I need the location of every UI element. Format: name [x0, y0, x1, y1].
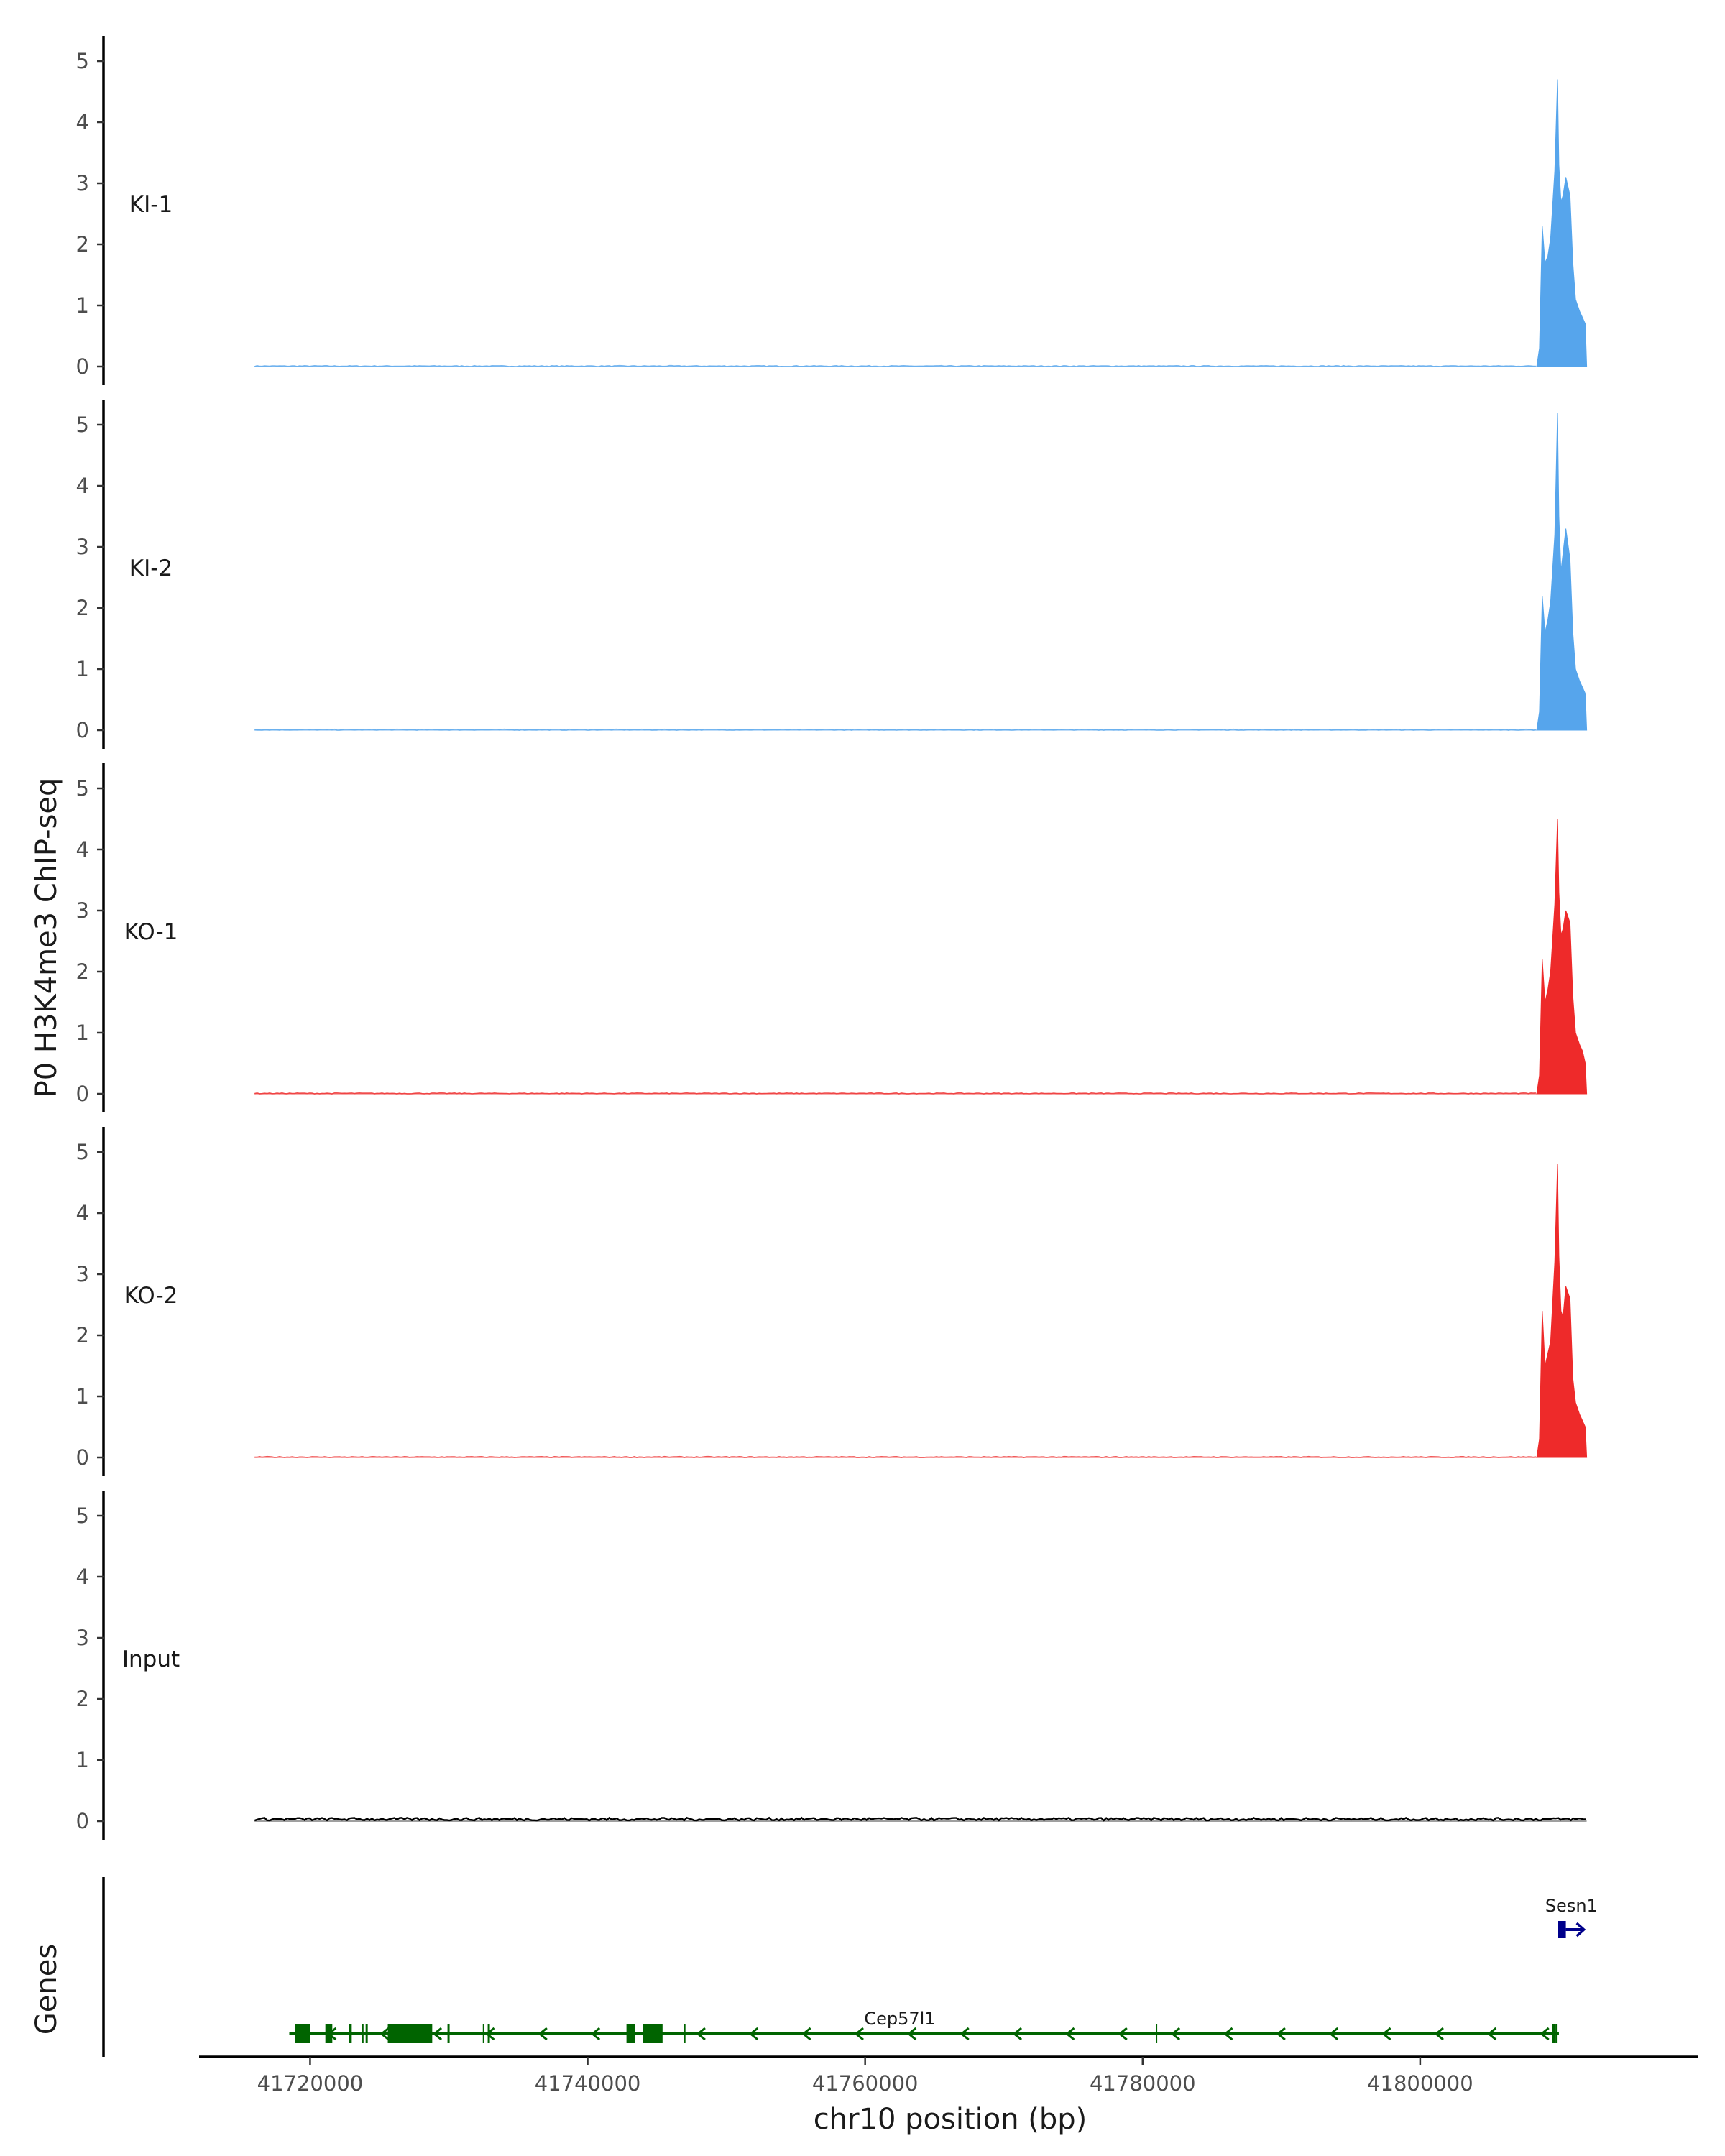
y-tick-label: 3 — [76, 898, 89, 923]
gene-exon — [325, 2024, 333, 2043]
y-tick-label: 1 — [76, 1384, 89, 1409]
strand-arrow — [1381, 2027, 1392, 2041]
strand-arrow — [1170, 2027, 1181, 2041]
strand-arrow — [906, 2027, 917, 2041]
strand-arrow — [696, 2027, 706, 2041]
y-tick-label: 4 — [76, 474, 89, 498]
track-ki-1: 0 1 2 3 4 5 KI-1 — [76, 36, 1588, 385]
y-tick-label: 2 — [76, 959, 89, 984]
gene-label: Cep57l1 — [864, 2009, 935, 2029]
gene-exon — [295, 2024, 310, 2043]
y-tick-label: 4 — [76, 837, 89, 862]
x-tick-label: 41760000 — [812, 2071, 919, 2096]
x-tick-label: 41780000 — [1090, 2071, 1196, 2096]
gene-sesn1: Sesn1 — [1545, 1896, 1598, 1938]
y-tick-label: 1 — [76, 293, 89, 318]
track-label: KO-1 — [124, 919, 178, 945]
y-tick-label: 4 — [76, 1565, 89, 1589]
y-tick-label: 0 — [76, 1809, 89, 1833]
y-tick-label: 5 — [76, 776, 89, 801]
y-tick-label: 3 — [76, 171, 89, 195]
strand-arrow — [748, 2027, 759, 2041]
strand-arrow — [1118, 2027, 1128, 2041]
peak-area — [1536, 79, 1588, 367]
y-tick-label: 2 — [76, 1687, 89, 1711]
y-tick-label: 2 — [76, 1323, 89, 1348]
y-tick-label: 5 — [76, 1140, 89, 1164]
peak-area — [1536, 1164, 1588, 1458]
gene-exon — [626, 2024, 635, 2043]
peak-area — [1536, 412, 1588, 731]
strand-arrow — [590, 2027, 601, 2041]
track-label: KI-1 — [129, 192, 172, 218]
peak-area — [1536, 819, 1588, 1095]
gene-exon — [365, 2024, 368, 2043]
track-label: KI-2 — [129, 556, 172, 581]
x-axis-title: chr10 position (bp) — [814, 2103, 1087, 2136]
genes-track-title: Genes — [30, 1944, 63, 2035]
strand-arrow — [432, 2027, 443, 2041]
y-tick-label: 3 — [76, 1262, 89, 1286]
strand-arrow — [538, 2027, 548, 2041]
y-tick-label: 5 — [76, 1503, 89, 1528]
track-ki-2: 0 1 2 3 4 5 KI-2 — [76, 400, 1588, 749]
gene-exon — [1552, 2024, 1555, 2043]
gene-annotation-track: Cep57l1 Sesn1 — [102, 1877, 1598, 2057]
strand-arrow — [854, 2027, 864, 2041]
y-tick-label: 1 — [76, 1021, 89, 1045]
y-tick-label: 0 — [76, 1445, 89, 1470]
gene-label: Sesn1 — [1545, 1896, 1598, 1916]
strand-arrow — [1540, 2027, 1550, 2041]
strand-arrow — [1065, 2027, 1075, 2041]
x-tick-label: 41800000 — [1367, 2071, 1473, 2096]
track-label: Input — [122, 1646, 180, 1672]
y-tick-label: 2 — [76, 232, 89, 257]
y-tick-label: 0 — [76, 1082, 89, 1106]
y-tick-label: 3 — [76, 535, 89, 559]
track-ko-2: 0 1 2 3 4 5 KO-2 — [76, 1127, 1588, 1476]
strand-arrow — [1012, 2027, 1023, 2041]
track-label: KO-2 — [124, 1283, 178, 1309]
y-tick-label: 5 — [76, 413, 89, 437]
x-tick-label: 41740000 — [535, 2071, 641, 2096]
background-signal — [254, 1816, 1586, 1822]
y-tick-label: 0 — [76, 354, 89, 379]
strand-arrow — [380, 2027, 390, 2041]
x-axis: 41720000 41740000 41760000 41780000 41800000 — [199, 2055, 1698, 2096]
strand-arrow — [485, 2027, 495, 2041]
y-tick-label: 4 — [76, 1201, 89, 1225]
x-tick-label: 41720000 — [257, 2071, 364, 2096]
y-tick-label: 2 — [76, 596, 89, 620]
y-tick-label: 1 — [76, 1748, 89, 1772]
gene-exon — [387, 2024, 433, 2043]
y-tick-label: 0 — [76, 718, 89, 742]
strand-arrow — [1576, 1922, 1586, 1938]
strand-arrow — [1434, 2027, 1444, 2041]
gene-exon — [1558, 1921, 1566, 1938]
track-ko-1: 0 1 2 3 4 5 KO-1 — [76, 763, 1588, 1112]
y-tick-label: 1 — [76, 657, 89, 681]
y-tick-label: 4 — [76, 110, 89, 134]
y-tick-label: 5 — [76, 49, 89, 73]
y-axis-title: P0 H3K4me3 ChIP-seq — [30, 778, 63, 1098]
strand-arrow — [1328, 2027, 1339, 2041]
gene-exon — [349, 2024, 352, 2043]
gene-exon — [487, 2024, 490, 2043]
strand-arrow — [1223, 2027, 1233, 2041]
y-tick-label: 3 — [76, 1626, 89, 1650]
gene-exon — [447, 2024, 450, 2043]
track-input: 0 1 2 3 4 5 Input — [76, 1491, 1587, 1840]
strand-arrow — [801, 2027, 811, 2041]
strand-arrow — [1276, 2027, 1286, 2041]
gene-exon — [643, 2024, 663, 2043]
gene-cep57l1: Cep57l1 — [289, 2009, 1559, 2043]
strand-arrow — [1486, 2027, 1497, 2041]
coverage-tracks: 0 1 2 3 4 5 KI-1 0 1 2 3 4 5 KI-2 0 1 2 3 4 5 KO-1 0 1 2 3 4 5 KO-2… — [76, 36, 1588, 1840]
strand-arrow — [960, 2027, 970, 2041]
